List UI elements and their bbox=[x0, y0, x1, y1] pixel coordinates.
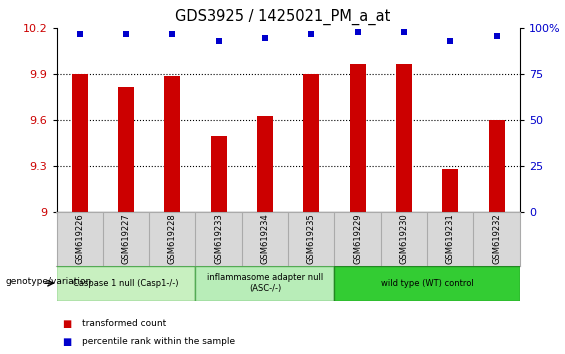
Bar bbox=[334, 266, 520, 301]
Text: GSM619233: GSM619233 bbox=[214, 213, 223, 264]
Bar bbox=[118, 87, 134, 212]
Bar bbox=[195, 266, 334, 301]
Point bbox=[446, 38, 455, 44]
Text: GSM619231: GSM619231 bbox=[446, 213, 455, 264]
Text: Caspase 1 null (Casp1-/-): Caspase 1 null (Casp1-/-) bbox=[73, 279, 179, 288]
Text: GSM619227: GSM619227 bbox=[121, 213, 131, 264]
Point bbox=[353, 29, 362, 35]
Point bbox=[75, 31, 84, 37]
Text: GSM619226: GSM619226 bbox=[75, 213, 84, 264]
Bar bbox=[303, 74, 319, 212]
Point bbox=[168, 31, 177, 37]
Text: GSM619230: GSM619230 bbox=[399, 213, 408, 264]
Text: inflammasome adapter null
(ASC-/-): inflammasome adapter null (ASC-/-) bbox=[207, 274, 323, 293]
Text: GSM619229: GSM619229 bbox=[353, 213, 362, 264]
Text: ■: ■ bbox=[62, 337, 71, 347]
Point bbox=[307, 31, 316, 37]
Point bbox=[399, 29, 408, 35]
Bar bbox=[489, 120, 505, 212]
Point bbox=[121, 31, 131, 37]
Bar bbox=[257, 116, 273, 212]
Point bbox=[214, 38, 223, 44]
Bar bbox=[72, 74, 88, 212]
Text: percentile rank within the sample: percentile rank within the sample bbox=[82, 337, 235, 346]
Bar bbox=[211, 136, 227, 212]
Text: wild type (WT) control: wild type (WT) control bbox=[381, 279, 473, 288]
Text: GSM619234: GSM619234 bbox=[260, 213, 270, 264]
Text: GSM619232: GSM619232 bbox=[492, 213, 501, 264]
Text: ■: ■ bbox=[62, 319, 71, 329]
Point bbox=[492, 33, 501, 39]
Bar bbox=[56, 266, 195, 301]
Bar bbox=[396, 64, 412, 212]
Bar bbox=[350, 64, 366, 212]
Bar bbox=[442, 170, 458, 212]
Text: transformed count: transformed count bbox=[82, 319, 166, 329]
Text: GSM619235: GSM619235 bbox=[307, 213, 316, 264]
Point bbox=[260, 35, 270, 40]
Bar bbox=[164, 76, 180, 212]
Text: GSM619228: GSM619228 bbox=[168, 213, 177, 264]
Text: GDS3925 / 1425021_PM_a_at: GDS3925 / 1425021_PM_a_at bbox=[175, 9, 390, 25]
Text: genotype/variation: genotype/variation bbox=[6, 277, 92, 286]
